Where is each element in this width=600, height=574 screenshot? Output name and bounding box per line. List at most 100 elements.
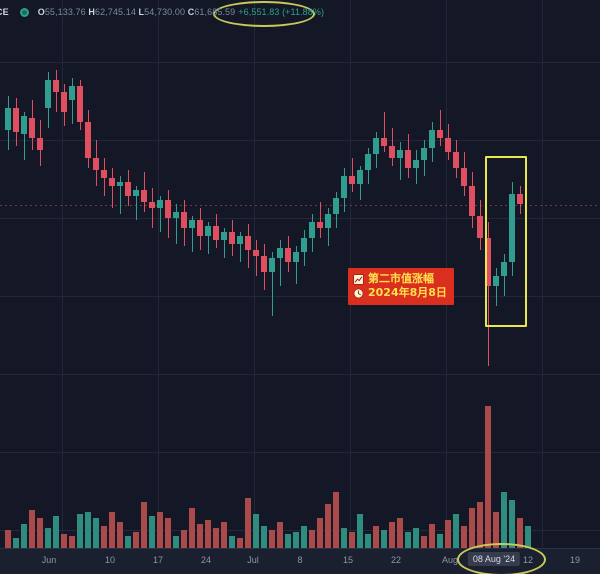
candle-body [189,220,195,228]
candle-body [509,194,515,262]
candle-body [109,178,115,186]
candlestick [397,142,403,180]
close-value: 61,685.59 [194,7,236,17]
axis-tick-label: 15 [342,555,354,565]
volume-bar [21,524,27,548]
volume-bar [133,532,139,548]
candle-body [325,214,331,228]
candlestick [341,168,347,212]
volume-bar [517,518,523,548]
candle-body [197,220,203,236]
candlestick [77,80,83,130]
ohlc-legend: CE O55,133.76 H62,745.14 L54,730.00 C61,… [0,4,324,20]
tooltip-title: 第二市值涨幅 [368,272,434,285]
candle-body [421,148,427,160]
candle-body [93,158,99,170]
candlestick [101,158,107,196]
candle-body [53,80,59,92]
candle-body [349,176,355,184]
tooltip-date: 2024年8月8日 [368,286,447,299]
candlestick-series [5,70,523,366]
candlestick [157,196,163,232]
candle-body [253,250,259,256]
symbol-label[interactable]: CE [0,7,9,17]
volume-bar [301,526,307,548]
volume-bar [117,522,123,548]
candle-body [125,182,131,196]
candlestick [277,240,283,286]
candlestick [5,96,11,150]
candle-body [485,238,491,286]
candle-body [37,138,43,150]
candle-wick [439,110,441,146]
volume-bar [77,514,83,548]
candlestick [93,140,99,186]
candle-body [221,232,227,240]
candlestick [309,214,315,252]
candlestick [173,204,179,244]
candle-body [149,202,155,208]
candlestick [437,110,443,146]
axis-tick-label: Jul [247,555,259,565]
candlestick [125,170,131,206]
live-dot-icon [19,7,29,17]
candlestick [389,128,395,166]
candlestick [461,152,467,196]
candlestick [429,122,435,162]
candle-body [69,86,75,100]
volume-bar [101,526,107,548]
change-value: +6,551.83 (+11.88%) [238,7,325,17]
volume-bar [69,536,75,548]
candle-wick [271,252,273,316]
candlestick [381,112,387,152]
candle-wick [71,78,73,124]
candle-body [5,108,11,130]
volume-bar [189,508,195,548]
candle-wick [351,158,353,192]
candlestick [245,224,251,268]
volume-bar [13,538,19,548]
candlestick [69,78,75,124]
candlestick [149,188,155,228]
axis-tick-label: 22 [390,555,402,565]
candle-wick [255,240,257,276]
volume-bar [461,526,467,548]
candlestick [61,84,67,126]
candle-body [133,190,139,196]
candle-highlight-rectangle [485,156,527,327]
volume-bar [421,536,427,548]
candle-body [445,138,451,152]
candle-body [405,150,411,168]
candlestick [453,140,459,178]
candle-body [77,86,83,122]
candlestick [197,208,203,250]
volume-bar [501,492,507,548]
volume-bar [309,530,315,548]
candle-body [61,92,67,112]
candlestick [205,222,211,254]
candle-body [365,154,371,170]
candle-body [461,168,467,186]
volume-bar [293,532,299,548]
axis-tick-label: Jun [41,555,57,565]
volume-bar [429,524,435,548]
candle-body [309,222,315,238]
candle-wick [495,268,497,306]
candle-body [453,152,459,168]
candle-body [381,138,387,146]
candle-wick [239,232,241,262]
candlestick [445,124,451,160]
date-label-highlight-ellipse [457,543,546,574]
candle-body [181,212,187,228]
change-value-highlight-ellipse [213,1,315,27]
candle-body [389,146,395,158]
current-price-line [0,205,600,206]
volume-bar [93,518,99,548]
candle-wick [135,186,137,220]
candlestick [349,158,355,192]
candlestick [317,202,323,238]
candle-body [397,150,403,158]
candle-body [269,258,275,272]
volume-bar [333,492,339,548]
